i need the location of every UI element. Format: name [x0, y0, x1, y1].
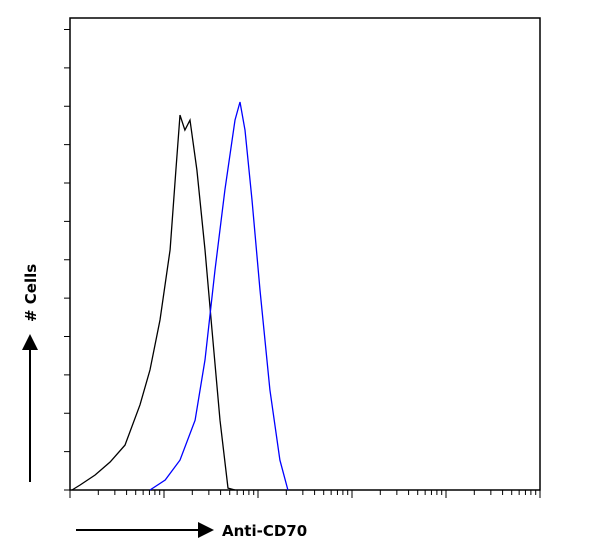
- plot-frame: [69, 17, 541, 491]
- histogram-line: [149, 101, 289, 491]
- x-axis-label: Anti-CD70: [222, 522, 307, 540]
- y-axis-label: # Cells: [22, 264, 40, 322]
- histogram-line: [71, 114, 236, 491]
